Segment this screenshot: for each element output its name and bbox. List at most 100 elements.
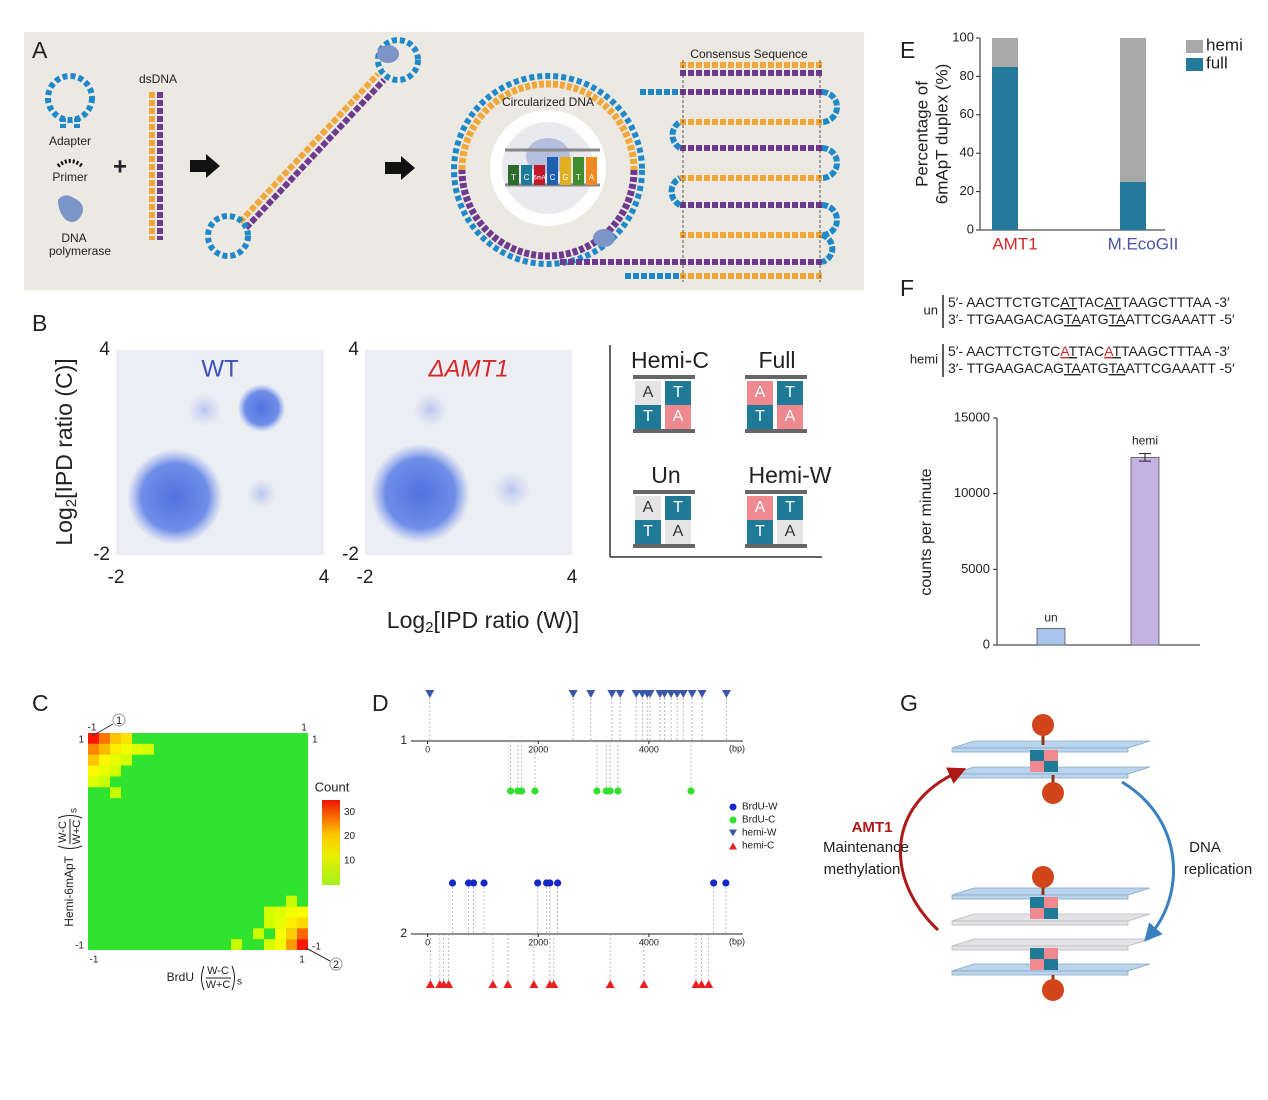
y-tick-label: 20 (960, 183, 974, 198)
base-box (665, 496, 691, 520)
cluster (237, 384, 286, 433)
legend-label: hemi (1206, 35, 1243, 54)
panel-a-art-shape (593, 229, 615, 247)
colorbar-tick: 10 (344, 855, 356, 866)
panel-a-art-shape (56, 159, 84, 168)
base-box (747, 496, 773, 520)
marker (722, 879, 730, 887)
sequence-part: A (1060, 343, 1070, 359)
base-box (665, 381, 691, 405)
panel-g-art-shape (1121, 780, 1175, 942)
heatmap-cell (99, 776, 110, 788)
heatmap-cell (264, 939, 275, 950)
heatmap-cell (110, 787, 121, 799)
axis-label-name: Hemi-6mApT (62, 855, 76, 926)
label-part: 2 (425, 619, 433, 636)
marker (531, 787, 539, 795)
heatmap-cell (297, 939, 308, 950)
axis-label-num: W-C (207, 965, 229, 977)
marker (546, 879, 554, 887)
unit-label: (bp) (729, 743, 745, 753)
base-label: C (524, 173, 530, 182)
heatmap-cell (99, 733, 110, 744)
y-tick-label: 0 (983, 636, 990, 651)
paren (57, 845, 83, 849)
panel-g-art-shape-shape (951, 970, 1129, 976)
sequence-part: T (1112, 343, 1121, 359)
base-letter: T (755, 408, 765, 425)
base-letter: T (673, 499, 683, 516)
heatmap-cell (88, 733, 99, 744)
marker (678, 690, 688, 698)
base-letter: A (643, 384, 654, 401)
strand-bar (745, 429, 807, 433)
colorbar-tick: 30 (344, 807, 356, 818)
row-label: un (924, 302, 938, 317)
bar-segment (992, 66, 1018, 230)
marker (464, 879, 473, 887)
heatmap-cell (275, 917, 286, 929)
marker (518, 787, 526, 795)
marker (503, 980, 513, 988)
marker (687, 690, 697, 698)
heatmap-cell (297, 928, 308, 940)
base-label: A (589, 173, 595, 182)
y-tick-label: 4 (99, 339, 110, 360)
sequence-part: A (1104, 343, 1114, 359)
panel-g-art (899, 714, 1175, 1001)
marker (425, 980, 435, 988)
sequence-part: AT (1104, 294, 1121, 310)
panel-a-art-shape (45, 73, 95, 123)
axis-label-num: W-C (57, 821, 69, 843)
heatmap-cell (264, 906, 275, 918)
marker (645, 690, 655, 698)
y-tick-label-right: -1 (312, 942, 321, 953)
heatmap-cell (110, 743, 121, 755)
label-part: 2 (63, 499, 80, 507)
axis-label-name: BrdU (167, 970, 194, 984)
sequence-part: TA (1109, 360, 1127, 376)
x-axis-label: Log2[IPD ratio (W)] (387, 607, 579, 636)
heatmap-cell (297, 906, 308, 918)
heatmap-cell (88, 743, 99, 755)
x-tick-label-top: -1 (88, 723, 97, 734)
y-tick-label-right: 1 (312, 735, 318, 746)
legend-title: Un (651, 462, 680, 488)
y-axis-label: Percentage of (912, 81, 931, 187)
heatmap-cell (275, 906, 286, 918)
marker (549, 980, 559, 988)
sequence: 3′- TTGAAGACAGTAATGTAATTCGAAATT -5′ (948, 360, 1235, 376)
panel-a-art-shape-shape (820, 232, 836, 265)
track-label: 2 (400, 926, 407, 940)
bar-segment (992, 38, 1018, 67)
sequence-part: AT (1060, 294, 1077, 310)
colorbar-label: Count (315, 779, 350, 794)
y-axis-label: 6mApT duplex (%) (932, 64, 951, 204)
panel-g-art-shape-shape (1044, 750, 1058, 761)
base-box (635, 496, 661, 520)
panel-g-art-shape-shape (1032, 866, 1054, 888)
panel-g-art-shape (899, 767, 967, 932)
marker (529, 980, 539, 988)
legend-marker (729, 842, 737, 850)
legend-title: Hemi-C (631, 347, 709, 373)
marker (687, 787, 695, 795)
panel-g-art-shape-shape (951, 740, 1151, 749)
panel-a-art-shape-shape (821, 89, 840, 125)
heatmap-cell (121, 743, 132, 755)
heatmap-cell (99, 765, 110, 777)
marker (614, 787, 622, 795)
axis-label: Hemi-6mApT W-C W+C s (57, 808, 83, 927)
panel-label: G (900, 690, 918, 716)
marker (697, 690, 707, 698)
heatmap-cell (286, 917, 297, 929)
x-tick-label: -2 (108, 567, 125, 588)
paren (231, 965, 235, 991)
panel-g-art-shape-shape (1030, 750, 1044, 761)
bar (1036, 627, 1066, 646)
marker (607, 690, 617, 698)
panel-g-art-shape-shape (1030, 959, 1044, 970)
base-box (747, 405, 773, 429)
panel-a-art-shape (237, 71, 381, 225)
